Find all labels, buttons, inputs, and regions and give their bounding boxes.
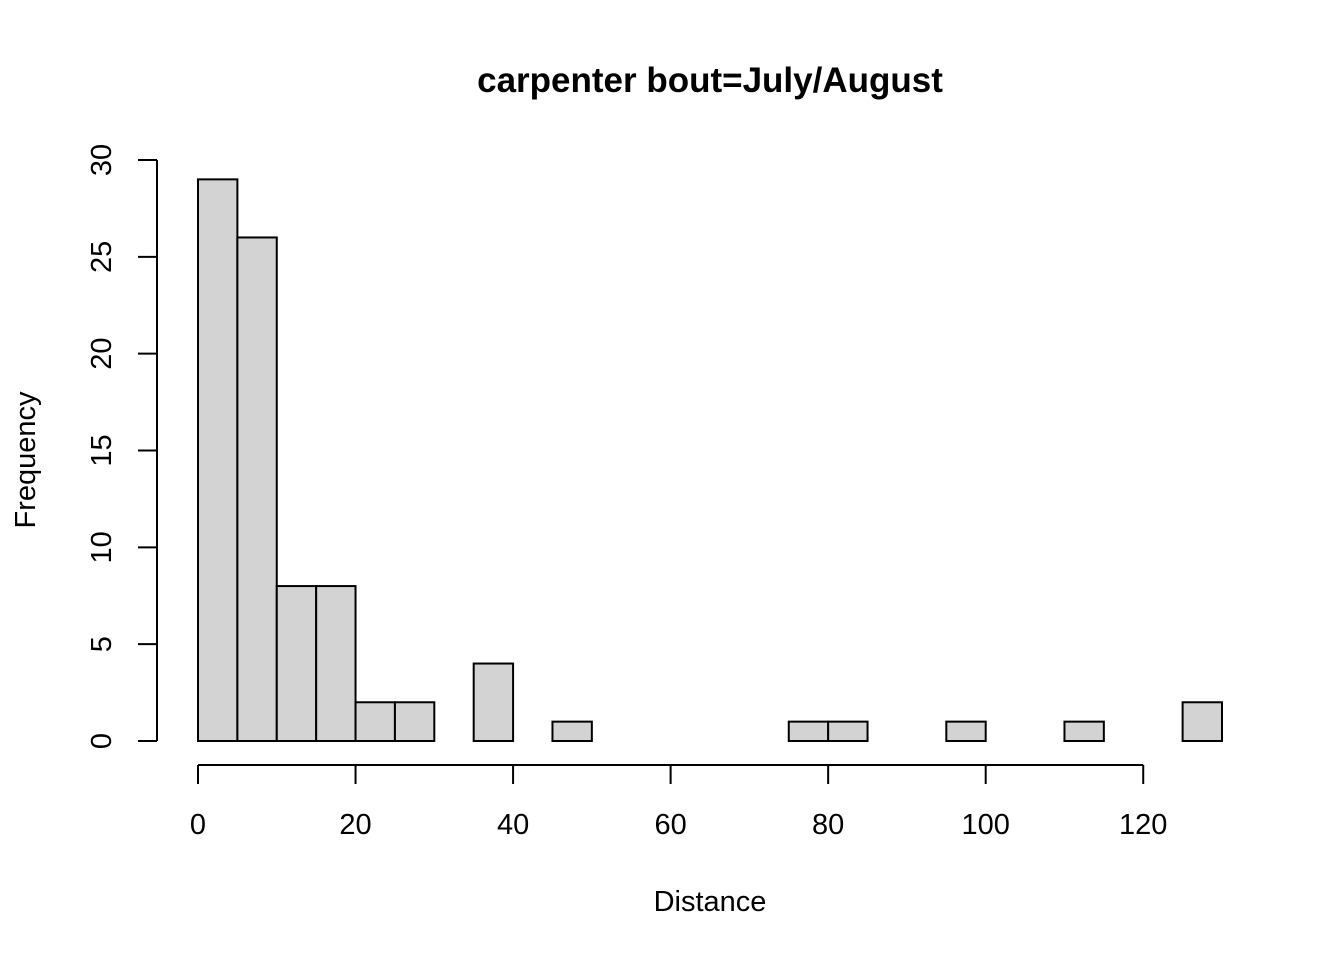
histogram-bar-16 — [827, 720, 869, 743]
histogram-bar-9 — [551, 720, 593, 743]
y-tick-label: 25 — [86, 241, 118, 273]
x-tick-label: 120 — [1119, 809, 1167, 841]
histogram-bar-4 — [354, 701, 396, 742]
x-axis: 0 20 40 60 80 100 120 — [190, 764, 1167, 841]
y-tick-label: 30 — [86, 144, 118, 176]
x-tick-label: 20 — [339, 809, 371, 841]
histogram-bar-25 — [1181, 701, 1223, 742]
x-axis-title: Distance — [654, 886, 767, 918]
x-tick-label: 0 — [190, 809, 206, 841]
y-tick-label: 15 — [86, 434, 118, 466]
histogram-bars — [197, 178, 1223, 743]
y-tick-label: 5 — [86, 636, 118, 652]
histogram-bar-1 — [236, 236, 278, 742]
y-axis: 0 5 10 15 20 25 30 — [86, 144, 158, 749]
histogram-bar-2 — [275, 585, 318, 742]
histogram-bar-7 — [472, 662, 515, 742]
y-tick-label: 10 — [86, 531, 118, 563]
histogram-bar-19 — [945, 720, 987, 743]
histogram-bar-5 — [393, 701, 436, 742]
x-tick-label: 100 — [961, 809, 1009, 841]
chart-title: carpenter bout=July/August — [477, 61, 943, 100]
x-tick-label: 40 — [497, 809, 529, 841]
y-axis-title: Frequency — [10, 391, 42, 529]
histogram-bar-22 — [1063, 720, 1105, 743]
y-tick-label: 0 — [86, 733, 118, 749]
x-tick-label: 60 — [654, 809, 686, 841]
histogram-bar-3 — [315, 585, 357, 742]
histogram-bar-15 — [787, 720, 830, 743]
y-tick-label: 20 — [86, 338, 118, 370]
histogram-bar-0 — [197, 178, 239, 743]
x-tick-label: 80 — [812, 809, 844, 841]
